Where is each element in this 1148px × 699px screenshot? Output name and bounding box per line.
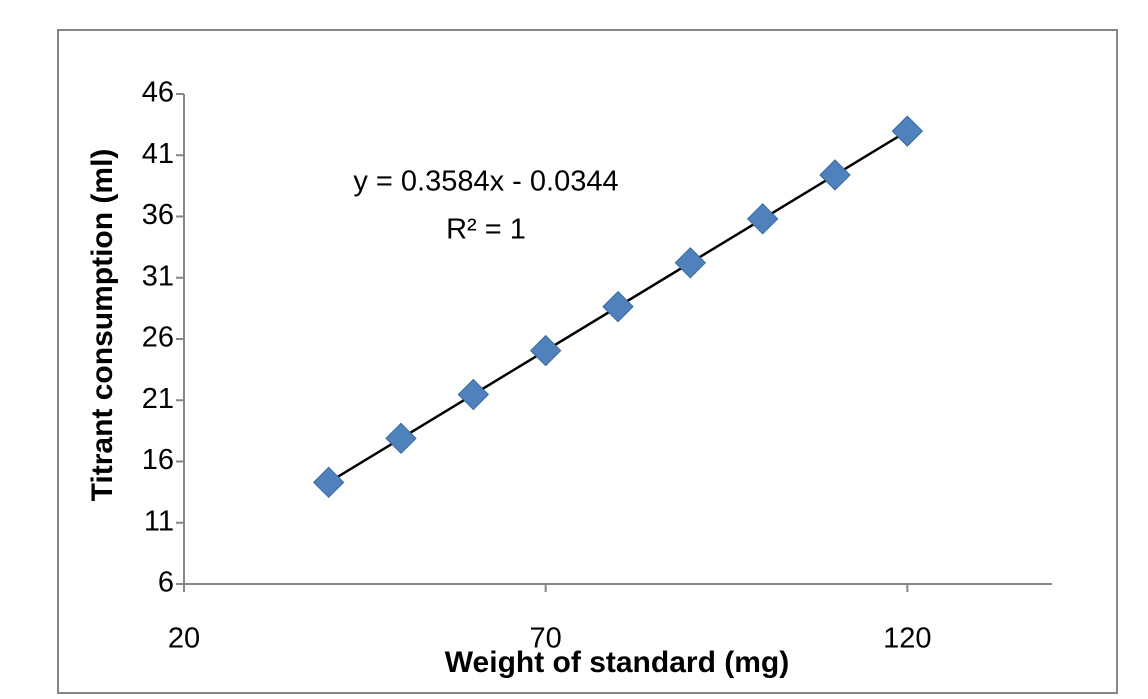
trendline-r-squared: R² = 1 <box>446 214 526 246</box>
x-tick-label: 20 <box>168 623 200 655</box>
y-axis-title: Titrant consumption (ml) <box>86 149 119 502</box>
y-tick-label: 46 <box>142 77 174 109</box>
data-point <box>891 115 924 147</box>
data-point <box>457 378 490 411</box>
data-point <box>529 334 562 367</box>
y-tick-label: 41 <box>142 138 174 170</box>
y-tick-label: 11 <box>144 505 174 537</box>
data-point <box>819 159 851 191</box>
data-point <box>385 422 417 455</box>
y-tick-label: 31 <box>142 260 174 292</box>
x-tick-label: 70 <box>530 623 562 655</box>
data-point <box>602 290 634 323</box>
data-point <box>312 466 345 499</box>
y-tick-label: 36 <box>142 199 174 231</box>
y-tick-label: 16 <box>142 444 174 476</box>
y-tick-label: 6 <box>158 567 174 599</box>
trendline-equation: y = 0.3584x - 0.0344 <box>353 166 618 198</box>
y-tick-label: 26 <box>142 322 174 354</box>
y-tick-label: 21 <box>142 383 174 415</box>
x-axis-title: Weight of standard (mg) <box>445 646 789 679</box>
data-point <box>746 203 779 235</box>
data-point <box>674 247 707 279</box>
x-tick-label: 120 <box>883 623 931 655</box>
chart-border <box>57 29 1118 694</box>
